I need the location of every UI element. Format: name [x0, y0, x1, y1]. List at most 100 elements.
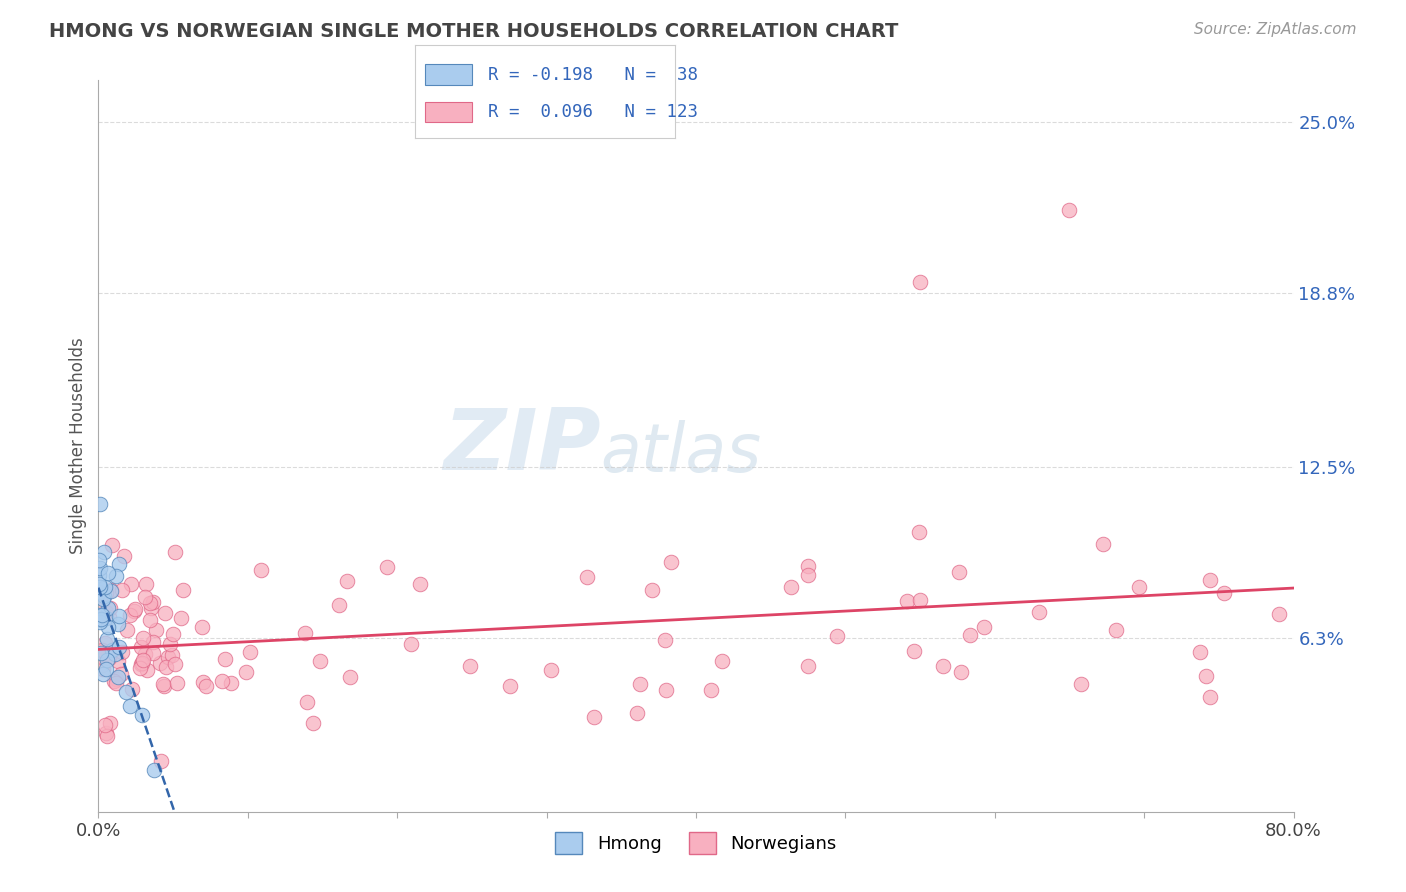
Point	[90, 646, 112, 660]
Point	[932, 659, 955, 673]
Point	[142, 635, 165, 649]
Point	[908, 593, 931, 607]
Point	[959, 628, 981, 642]
Point	[297, 695, 319, 709]
Point	[108, 557, 131, 571]
Point	[654, 632, 676, 647]
Point	[107, 616, 129, 631]
Point	[121, 682, 143, 697]
Point	[117, 624, 139, 638]
Point	[94, 718, 117, 732]
Point	[1268, 607, 1291, 622]
Point	[129, 640, 152, 654]
Point	[143, 764, 166, 778]
Point	[90, 608, 112, 623]
Point	[89, 553, 111, 567]
Point	[399, 637, 422, 651]
Point	[166, 676, 188, 690]
FancyBboxPatch shape	[425, 64, 472, 85]
Y-axis label: Single Mother Households: Single Mother Households	[69, 338, 87, 554]
Point	[89, 561, 111, 575]
Text: Source: ZipAtlas.com: Source: ZipAtlas.com	[1194, 22, 1357, 37]
Point	[98, 600, 121, 615]
Point	[89, 580, 111, 594]
Point	[191, 674, 214, 689]
Point	[139, 596, 162, 610]
Point	[120, 607, 142, 622]
Point	[132, 653, 155, 667]
Point	[124, 602, 146, 616]
Point	[626, 706, 648, 721]
Point	[91, 658, 114, 673]
Point	[107, 670, 129, 684]
Text: ZIP: ZIP	[443, 404, 600, 488]
Point	[628, 677, 651, 691]
Point	[711, 655, 734, 669]
Point	[339, 670, 361, 684]
Point	[239, 645, 262, 659]
Point	[96, 726, 118, 740]
Point	[105, 672, 128, 686]
Point	[165, 545, 187, 559]
Point	[797, 559, 820, 574]
Point	[142, 646, 165, 660]
Point	[104, 676, 127, 690]
Point	[190, 620, 212, 634]
Point	[309, 654, 332, 668]
Point	[100, 538, 122, 552]
Point	[896, 593, 918, 607]
Point	[540, 663, 562, 677]
Point	[96, 610, 118, 624]
Text: HMONG VS NORWEGIAN SINGLE MOTHER HOUSEHOLDS CORRELATION CHART: HMONG VS NORWEGIAN SINGLE MOTHER HOUSEHO…	[49, 22, 898, 41]
Point	[908, 275, 931, 289]
Point	[460, 659, 482, 673]
Point	[97, 600, 120, 615]
Point	[131, 656, 153, 670]
Point	[162, 627, 184, 641]
Point	[89, 568, 111, 582]
Point	[797, 567, 820, 582]
Point	[159, 637, 181, 651]
Point	[104, 569, 127, 583]
Point	[94, 586, 117, 600]
Point	[94, 580, 117, 594]
Point	[128, 661, 150, 675]
Point	[91, 643, 114, 657]
Point	[114, 685, 136, 699]
Point	[194, 679, 217, 693]
Point	[655, 683, 678, 698]
Point	[94, 605, 117, 619]
Point	[96, 653, 118, 667]
Point	[149, 754, 172, 768]
Legend: Hmong, Norwegians: Hmong, Norwegians	[548, 825, 844, 861]
Point	[135, 577, 157, 591]
Point	[107, 608, 129, 623]
Point	[1212, 586, 1234, 600]
Point	[1070, 677, 1092, 691]
Point	[973, 620, 995, 634]
Point	[219, 676, 242, 690]
Point	[170, 610, 193, 624]
Point	[302, 716, 325, 731]
Point	[157, 650, 180, 665]
Point	[94, 636, 117, 650]
Point	[149, 656, 172, 670]
Point	[131, 707, 153, 722]
Point	[89, 497, 111, 511]
Point	[948, 565, 970, 579]
Point	[91, 666, 114, 681]
Point	[1199, 690, 1222, 704]
Point	[138, 613, 160, 627]
Point	[235, 665, 257, 679]
Point	[139, 601, 162, 615]
Point	[98, 651, 121, 665]
Point	[100, 583, 122, 598]
Point	[111, 582, 134, 597]
Point	[118, 698, 141, 713]
Point	[96, 632, 118, 646]
Point	[142, 595, 165, 609]
Point	[93, 589, 115, 603]
Point	[409, 576, 432, 591]
Point	[155, 660, 177, 674]
Point	[499, 679, 522, 693]
